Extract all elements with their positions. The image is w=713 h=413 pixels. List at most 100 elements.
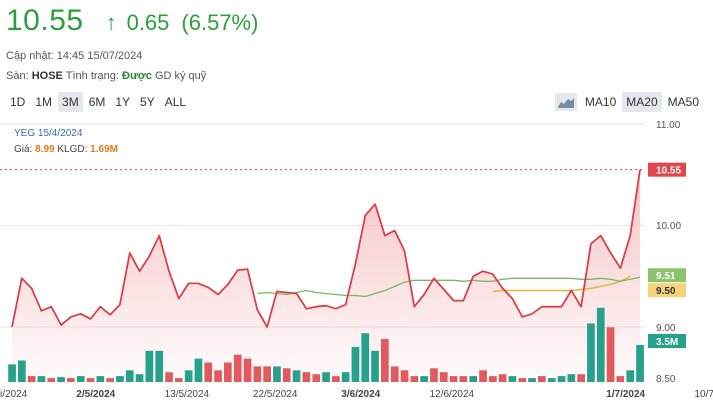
volume-bar	[57, 377, 65, 382]
price-volume-chart[interactable]: 11.00 10.00 9.00 8.50 10.55 9.51 9.50 3.5M i/202…	[0, 110, 713, 413]
range-button-3m[interactable]: 3M	[58, 92, 83, 112]
exchange-status-line: Sàn: HOSE Tình trạng: Được GD ký quỹ	[6, 70, 206, 82]
volume-bar	[469, 376, 478, 382]
last-price-badge-bg	[648, 162, 686, 177]
ma20-button[interactable]: MA20	[622, 92, 662, 112]
ma20-badge-bg	[648, 268, 686, 283]
volume-bar	[96, 376, 105, 382]
volume-bar	[106, 378, 114, 382]
volume-bar	[567, 374, 576, 382]
update-time-line: Cập nhật: 14:45 15/07/2024	[6, 50, 142, 62]
updated-value: 14:45 15/07/2024	[56, 50, 143, 62]
ma10-button[interactable]: MA10	[584, 95, 617, 109]
price-change: 0.65	[126, 10, 170, 35]
volume-bar	[371, 350, 379, 382]
volume-bar	[361, 333, 370, 382]
volume-bar	[449, 376, 458, 382]
price-header: 10.55 ↑ 0.65 (6.57%)	[6, 4, 258, 44]
volume-bar	[27, 376, 36, 382]
x-tick-label: 3/6/2024	[341, 389, 380, 400]
volume-bar	[175, 378, 183, 382]
volume-bar	[479, 370, 487, 382]
volume-bar	[587, 323, 595, 382]
volume-bar	[626, 370, 635, 382]
volume-bar	[518, 378, 527, 382]
tooltip-volume-label: KLGD:	[57, 144, 88, 155]
volume-bar	[410, 376, 419, 382]
volume-bar	[528, 378, 536, 382]
tooltip-values: Giá: 8.99 KLGD: 1.69M	[14, 142, 118, 158]
volume-bar	[606, 327, 615, 382]
volume-bar	[135, 374, 144, 382]
volume-bar	[332, 376, 340, 382]
volume-bar	[76, 376, 85, 382]
volume-bar	[616, 376, 625, 382]
volume-badge: 3.5M	[656, 337, 678, 348]
status-value: Được	[122, 70, 152, 82]
volume-bar	[47, 378, 56, 382]
volume-bar	[341, 372, 350, 382]
volume-bar	[194, 358, 203, 382]
volume-bar	[282, 368, 291, 382]
volume-bar	[273, 366, 281, 382]
y-tick-label: 9.00	[656, 323, 676, 334]
volume-bar	[243, 358, 252, 382]
volume-bar	[165, 372, 173, 382]
price-change-percent: (6.57%)	[181, 10, 259, 35]
volume-bar	[18, 360, 26, 382]
volume-bar	[224, 362, 232, 382]
ma20-badge: 9.51	[656, 271, 676, 282]
volume-bar	[400, 370, 409, 382]
volume-bar	[145, 350, 154, 382]
last-price-badge: 10.55	[656, 166, 681, 177]
volume-bar	[253, 366, 262, 382]
current-price: 10.55	[6, 4, 84, 37]
volume-bar	[116, 376, 124, 382]
ma50-line	[492, 275, 631, 293]
range-button-all[interactable]: ALL	[164, 95, 187, 109]
y-tick-label: 8.50	[656, 374, 676, 385]
status-label: Tình trạng:	[65, 70, 119, 82]
range-button-5y[interactable]: 5Y	[140, 95, 155, 109]
volume-bar	[184, 370, 193, 382]
volume-bar	[322, 372, 330, 382]
y-tick-label: 11.00	[656, 120, 681, 131]
volume-bar	[596, 307, 605, 382]
volume-bar	[538, 376, 546, 382]
volume-bar	[508, 376, 517, 382]
ma50-badge-bg	[648, 283, 686, 298]
volume-bar	[125, 370, 134, 382]
range-button-1m[interactable]: 1M	[35, 95, 53, 109]
volume-bar	[420, 376, 428, 382]
volume-bar	[430, 368, 438, 382]
volume-bar	[86, 378, 95, 382]
volume-bar	[577, 374, 585, 382]
range-button-1y[interactable]: 1Y	[115, 95, 131, 109]
up-arrow-icon: ↑	[105, 10, 117, 35]
range-button-1d[interactable]: 1D	[10, 95, 26, 109]
updated-label: Cập nhật:	[6, 50, 54, 62]
x-tick-label: 10/7/2024	[695, 389, 713, 400]
x-tick-label: 12/6/2024	[430, 389, 475, 400]
volume-bar	[547, 378, 556, 382]
chart-tooltip: YEG 15/4/2024 Giá: 8.99 KLGD: 1.69M	[14, 126, 118, 158]
ma50-badge: 9.50	[656, 286, 676, 297]
volume-bar	[155, 350, 164, 382]
x-tick-label: 2/5/2024	[76, 389, 115, 400]
x-tick-label: i/2024	[0, 389, 28, 400]
volume-bar	[557, 376, 566, 382]
tooltip-ticker-date: YEG 15/4/2024	[14, 128, 83, 139]
volume-bar	[302, 372, 311, 382]
time-range-selector: 1D 1M 3M 6M 1Y 5Y ALL	[6, 92, 190, 112]
exchange-value: HOSE	[31, 70, 63, 82]
volume-badge-bg	[648, 334, 686, 348]
area-chart-toggle[interactable]	[554, 93, 577, 111]
x-tick-label: 22/5/2024	[253, 389, 298, 400]
ma50-button[interactable]: MA50	[667, 95, 699, 109]
volume-bar	[204, 362, 213, 382]
range-button-6m[interactable]: 6M	[88, 95, 106, 109]
price-area-fill	[12, 169, 640, 382]
volume-bar	[312, 374, 321, 382]
volume-bar	[233, 354, 242, 382]
volume-bar	[37, 376, 46, 382]
